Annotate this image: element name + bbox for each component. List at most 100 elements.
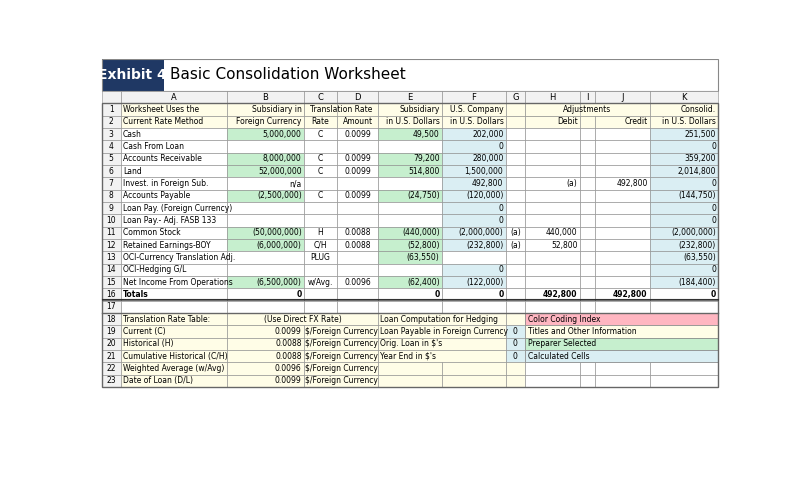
Bar — [650, 153, 718, 165]
Bar — [227, 165, 304, 177]
Bar — [337, 239, 378, 251]
Text: 0.0099: 0.0099 — [344, 167, 371, 176]
Bar — [580, 153, 595, 165]
Text: $/Foreign Currency: $/Foreign Currency — [305, 327, 378, 336]
Bar — [525, 141, 580, 153]
Bar — [525, 276, 580, 288]
Bar — [378, 103, 442, 116]
Bar — [378, 165, 442, 177]
Bar — [121, 325, 227, 338]
Bar — [304, 116, 337, 128]
Bar — [525, 177, 580, 190]
Text: Consolid.: Consolid. — [681, 105, 716, 114]
Bar — [227, 141, 304, 153]
Bar — [102, 313, 121, 325]
Bar — [525, 288, 580, 300]
Text: 0.0096: 0.0096 — [344, 278, 371, 287]
Bar — [595, 128, 650, 141]
Bar — [337, 251, 378, 264]
Bar — [121, 288, 227, 300]
Text: B: B — [262, 93, 269, 102]
Text: 5: 5 — [109, 154, 114, 163]
Bar — [595, 116, 650, 128]
Bar — [102, 214, 121, 227]
Text: Adjustments: Adjustments — [563, 105, 611, 114]
Bar — [506, 362, 525, 374]
Bar — [121, 227, 227, 239]
Text: $/Foreign Currency: $/Foreign Currency — [305, 376, 378, 385]
Bar — [378, 338, 506, 350]
Bar — [102, 264, 121, 276]
Bar — [227, 325, 304, 338]
Bar — [304, 338, 378, 350]
Text: 0.0088: 0.0088 — [344, 228, 370, 237]
Text: n/a: n/a — [290, 179, 302, 188]
Bar — [304, 239, 337, 251]
Text: G: G — [512, 93, 518, 102]
Bar — [580, 300, 595, 313]
Bar — [304, 227, 337, 239]
Text: (2,000,000): (2,000,000) — [458, 228, 503, 237]
Text: 3: 3 — [109, 130, 114, 139]
Bar — [506, 350, 525, 362]
Bar — [121, 350, 227, 362]
Text: 0: 0 — [297, 290, 302, 299]
Text: 492,800: 492,800 — [613, 290, 647, 299]
Bar — [121, 338, 227, 350]
Text: (a): (a) — [566, 179, 578, 188]
Text: (232,800): (232,800) — [679, 241, 716, 249]
Text: Subsidiary in: Subsidiary in — [252, 105, 302, 114]
Text: H: H — [318, 228, 323, 237]
Bar — [580, 128, 595, 141]
Bar — [580, 141, 595, 153]
Bar — [121, 313, 227, 325]
Bar — [227, 177, 304, 190]
Bar — [378, 214, 442, 227]
Text: Accounts Receivable: Accounts Receivable — [123, 154, 202, 163]
Text: C: C — [318, 167, 323, 176]
Bar — [525, 153, 580, 165]
Text: 0: 0 — [498, 204, 503, 213]
Text: 52,000,000: 52,000,000 — [258, 167, 302, 176]
Bar — [121, 300, 227, 313]
Text: Exhibit 4: Exhibit 4 — [98, 68, 167, 82]
Bar — [102, 239, 121, 251]
Text: Titles and Other Information: Titles and Other Information — [528, 327, 637, 336]
Bar — [595, 153, 650, 165]
Bar — [121, 239, 227, 251]
Bar — [102, 177, 121, 190]
Text: 79,200: 79,200 — [413, 154, 439, 163]
Text: 6: 6 — [109, 167, 114, 176]
Text: 2,014,800: 2,014,800 — [678, 167, 716, 176]
Bar — [102, 325, 121, 338]
Bar — [580, 264, 595, 276]
Text: (232,800): (232,800) — [466, 241, 503, 249]
Bar — [102, 141, 121, 153]
Bar — [442, 288, 506, 300]
Text: Translation Rate: Translation Rate — [310, 105, 372, 114]
Bar — [650, 116, 718, 128]
Text: 0: 0 — [711, 204, 716, 213]
Bar — [650, 165, 718, 177]
Text: 19: 19 — [106, 327, 116, 336]
Text: 0.0088: 0.0088 — [275, 351, 302, 361]
Text: C: C — [318, 93, 323, 102]
Bar — [525, 165, 580, 177]
Bar — [595, 374, 650, 387]
Bar — [595, 300, 650, 313]
Text: Foreign Currency: Foreign Currency — [236, 118, 302, 126]
Bar — [595, 239, 650, 251]
Text: C: C — [318, 130, 323, 139]
Bar — [102, 103, 121, 116]
Bar — [102, 227, 121, 239]
Bar — [580, 362, 595, 374]
Bar — [337, 128, 378, 141]
Text: OCI-Hedging G/L: OCI-Hedging G/L — [123, 265, 186, 274]
Bar — [506, 202, 525, 214]
Bar — [102, 59, 163, 91]
Text: 0: 0 — [711, 265, 716, 274]
Text: Historical (H): Historical (H) — [123, 339, 174, 348]
Bar — [121, 165, 227, 177]
Text: 0: 0 — [498, 290, 503, 299]
Text: (184,400): (184,400) — [678, 278, 716, 287]
